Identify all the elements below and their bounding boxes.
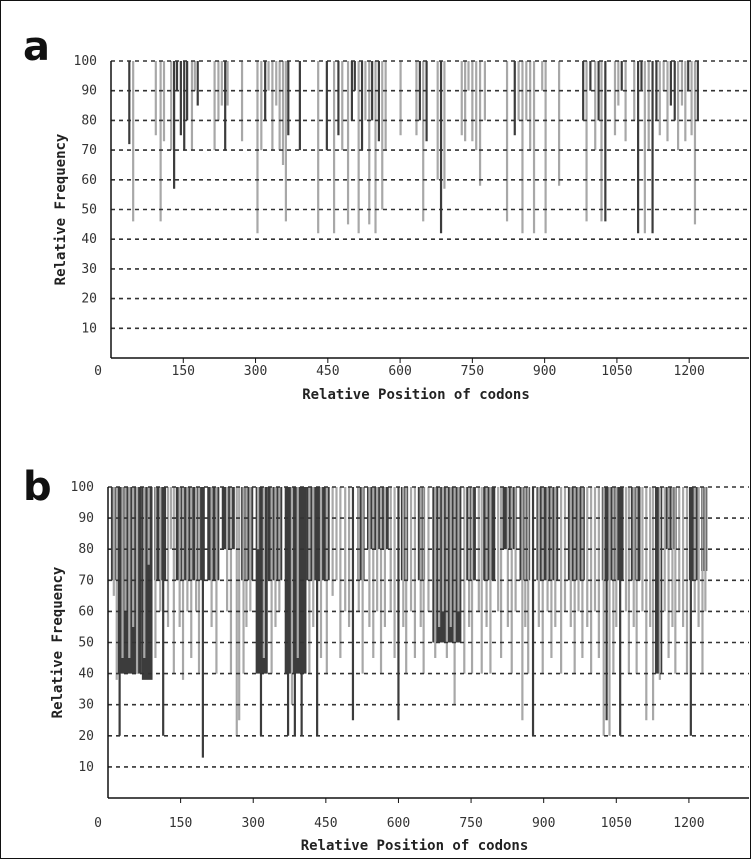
dark-block-mark — [110, 487, 118, 581]
x-tick-label: 300 — [241, 816, 264, 831]
dark-block-mark — [221, 487, 235, 550]
dark-block-mark — [432, 487, 462, 643]
dark-block-mark — [117, 487, 142, 674]
dark-block-mark — [664, 487, 677, 550]
y-tick-label: 10 — [78, 760, 94, 775]
dark-block-mark — [306, 487, 330, 581]
x-tick-label: 1050 — [601, 816, 632, 831]
dark-block-mark — [207, 487, 220, 581]
y-axis-title: Relative Frequency — [50, 566, 66, 718]
y-tick-label: 90 — [78, 511, 94, 526]
x-tick-label: 600 — [388, 364, 411, 379]
y-tick-label: 90 — [81, 84, 97, 99]
dark-block-mark — [688, 487, 700, 581]
y-tick-label: 40 — [81, 232, 97, 247]
y-tick-label: 100 — [74, 54, 97, 69]
x-tick-label: 450 — [314, 816, 337, 831]
x-axis-title: Relative Position of codons — [302, 387, 530, 403]
x-tick-label: 600 — [387, 816, 410, 831]
dark-block-mark — [466, 487, 476, 581]
dark-block-mark — [630, 487, 641, 581]
dark-block-mark — [241, 487, 254, 581]
x-tick-label: 150 — [172, 364, 195, 379]
dark-block-mark — [141, 487, 153, 680]
y-tick-label: 100 — [71, 480, 94, 495]
y-tick-label: 10 — [81, 321, 97, 336]
dark-block-mark — [255, 487, 268, 674]
dark-block-mark — [153, 487, 167, 581]
x-tick-label: 1050 — [601, 364, 632, 379]
y-tick-label: 30 — [78, 698, 94, 713]
dark-block-mark — [567, 487, 585, 581]
y-tick-label: 20 — [78, 729, 94, 744]
dark-block-mark — [701, 487, 708, 571]
x-origin-label: 0 — [94, 816, 102, 831]
dark-block-mark — [519, 487, 531, 581]
panel-label-a: a — [23, 24, 50, 70]
y-tick-label: 80 — [81, 113, 97, 128]
y-tick-label: 70 — [81, 143, 97, 158]
y-tick-label: 60 — [81, 173, 97, 188]
x-tick-label: 450 — [316, 364, 339, 379]
dark-block-mark — [366, 487, 389, 550]
x-tick-label: 900 — [533, 364, 556, 379]
x-tick-label: 1200 — [674, 364, 705, 379]
y-tick-label: 20 — [81, 292, 97, 307]
y-tick-label: 50 — [81, 203, 97, 218]
x-tick-label: 900 — [532, 816, 555, 831]
dark-block-mark — [655, 487, 663, 674]
dark-block-mark — [175, 487, 205, 581]
dark-block-mark — [400, 487, 409, 581]
dark-block-mark — [483, 487, 496, 581]
dark-block-mark — [601, 487, 624, 581]
x-tick-label: 1200 — [673, 816, 704, 831]
y-tick-label: 30 — [81, 262, 97, 277]
panel-label-b: b — [23, 464, 52, 510]
x-tick-label: 300 — [244, 364, 267, 379]
x-axis-title: Relative Position of codons — [301, 838, 529, 854]
y-tick-label: 70 — [78, 573, 94, 588]
y-tick-label: 80 — [78, 542, 94, 557]
dark-block-mark — [536, 487, 559, 581]
dark-block-mark — [284, 487, 307, 674]
y-tick-label: 60 — [78, 604, 94, 619]
x-tick-label: 750 — [459, 816, 482, 831]
x-tick-label: 150 — [169, 816, 192, 831]
dark-block-mark — [357, 487, 365, 581]
y-tick-label: 40 — [78, 667, 94, 682]
y-tick-label: 50 — [78, 636, 94, 651]
dark-block-mark — [267, 487, 283, 581]
y-axis-title: Relative Frequency — [53, 133, 69, 285]
x-origin-label: 0 — [94, 364, 102, 379]
x-tick-label: 750 — [461, 364, 484, 379]
dark-block-mark — [502, 487, 518, 550]
dark-block-mark — [417, 487, 426, 581]
